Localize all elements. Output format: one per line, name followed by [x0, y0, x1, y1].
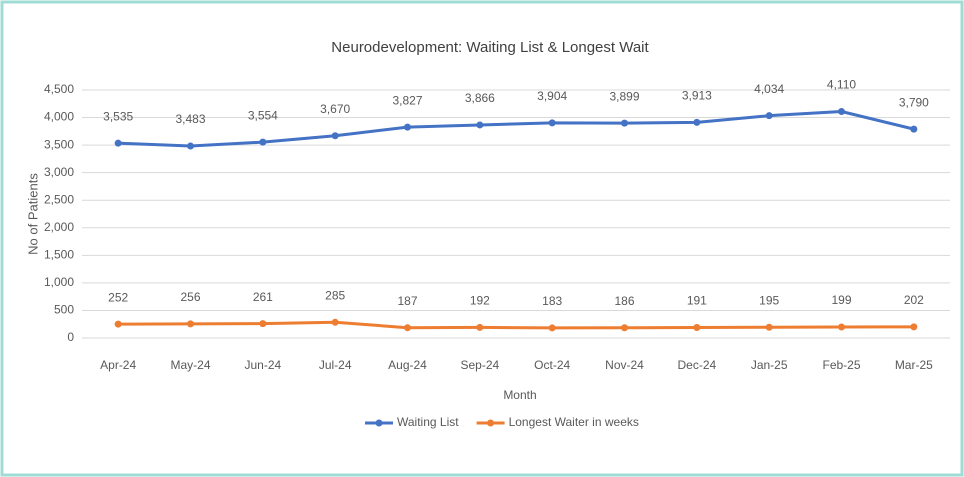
data-point: [259, 320, 267, 328]
data-label: 3,554: [248, 108, 278, 122]
y-tick-label: 500: [54, 303, 74, 317]
y-tick-label: 1,500: [44, 248, 74, 262]
legend-label: Waiting List: [397, 415, 459, 429]
data-label: 183: [542, 294, 562, 308]
data-label: 3,827: [392, 93, 422, 107]
series-line: [118, 109, 915, 148]
data-label: 252: [108, 290, 128, 304]
chart-title: Neurodevelopment: Waiting List & Longest…: [331, 39, 649, 56]
x-tick-label: Apr-24: [100, 358, 136, 372]
data-label: 3,670: [320, 102, 350, 116]
data-label: 3,904: [537, 89, 567, 103]
y-tick-label: 4,000: [44, 110, 74, 124]
data-label: 3,913: [682, 89, 712, 103]
x-tick-label: Jan-25: [751, 358, 788, 372]
data-point: [621, 324, 628, 332]
data-point: [548, 119, 556, 127]
data-label: 3,790: [899, 95, 929, 109]
data-label: 4,110: [827, 78, 856, 92]
y-axis-label: No of Patients: [25, 173, 40, 255]
data-label: 187: [397, 294, 417, 308]
series-line: [118, 320, 914, 330]
legend-label: Longest Waiter in weeks: [509, 415, 639, 429]
data-point: [910, 323, 918, 331]
data-label: 199: [831, 293, 851, 307]
data-label: 3,483: [175, 112, 205, 126]
y-tick-label: 0: [67, 330, 74, 344]
data-point: [404, 123, 411, 131]
y-tick-label: 2,000: [44, 220, 74, 234]
data-point: [331, 318, 339, 326]
x-axis-label: Month: [503, 388, 536, 402]
data-point: [476, 121, 484, 129]
data-label: 3,866: [465, 91, 495, 105]
data-label: 195: [759, 293, 779, 307]
data-point: [910, 125, 918, 133]
data-label: 186: [614, 294, 634, 308]
data-point: [187, 320, 194, 328]
data-point: [476, 323, 484, 331]
data-label: 191: [687, 294, 707, 308]
x-tick-label: Oct-24: [534, 358, 570, 372]
data-point: [187, 142, 194, 150]
x-tick-label: Jul-24: [319, 358, 352, 372]
x-tick-label: Dec-24: [677, 358, 716, 372]
data-point: [114, 139, 122, 147]
data-point: [621, 119, 628, 127]
y-tick-label: 2,500: [44, 192, 74, 206]
x-tick-label: May-24: [170, 358, 210, 372]
data-label: 192: [470, 294, 490, 308]
data-point: [548, 324, 556, 332]
data-point: [765, 323, 773, 331]
y-tick-label: 3,000: [44, 165, 74, 179]
data-point: [114, 320, 122, 328]
x-tick-label: Mar-25: [895, 358, 933, 372]
data-point: [259, 138, 267, 146]
legend-marker: [487, 419, 495, 427]
data-label: 256: [180, 290, 200, 304]
y-tick-label: 4,500: [44, 82, 74, 96]
y-tick-label: 3,500: [44, 137, 74, 151]
x-tick-label: Nov-24: [605, 358, 644, 372]
data-label: 3,899: [609, 89, 639, 103]
x-tick-label: Aug-24: [388, 358, 427, 372]
x-tick-label: Sep-24: [460, 358, 499, 372]
data-point: [765, 112, 773, 120]
data-label: 285: [325, 288, 345, 302]
data-label: 261: [253, 290, 273, 304]
data-point: [404, 324, 411, 332]
legend-marker: [375, 419, 383, 427]
data-point: [838, 323, 845, 331]
data-label: 4,034: [754, 82, 784, 96]
data-point: [838, 107, 845, 115]
data-point: [693, 118, 701, 126]
x-tick-label: Jun-24: [244, 358, 281, 372]
data-label: 202: [904, 293, 924, 307]
data-point: [331, 132, 339, 140]
y-tick-label: 1,000: [44, 275, 74, 289]
data-label: 3,535: [103, 109, 133, 123]
data-point: [693, 323, 701, 331]
x-tick-label: Feb-25: [822, 358, 860, 372]
